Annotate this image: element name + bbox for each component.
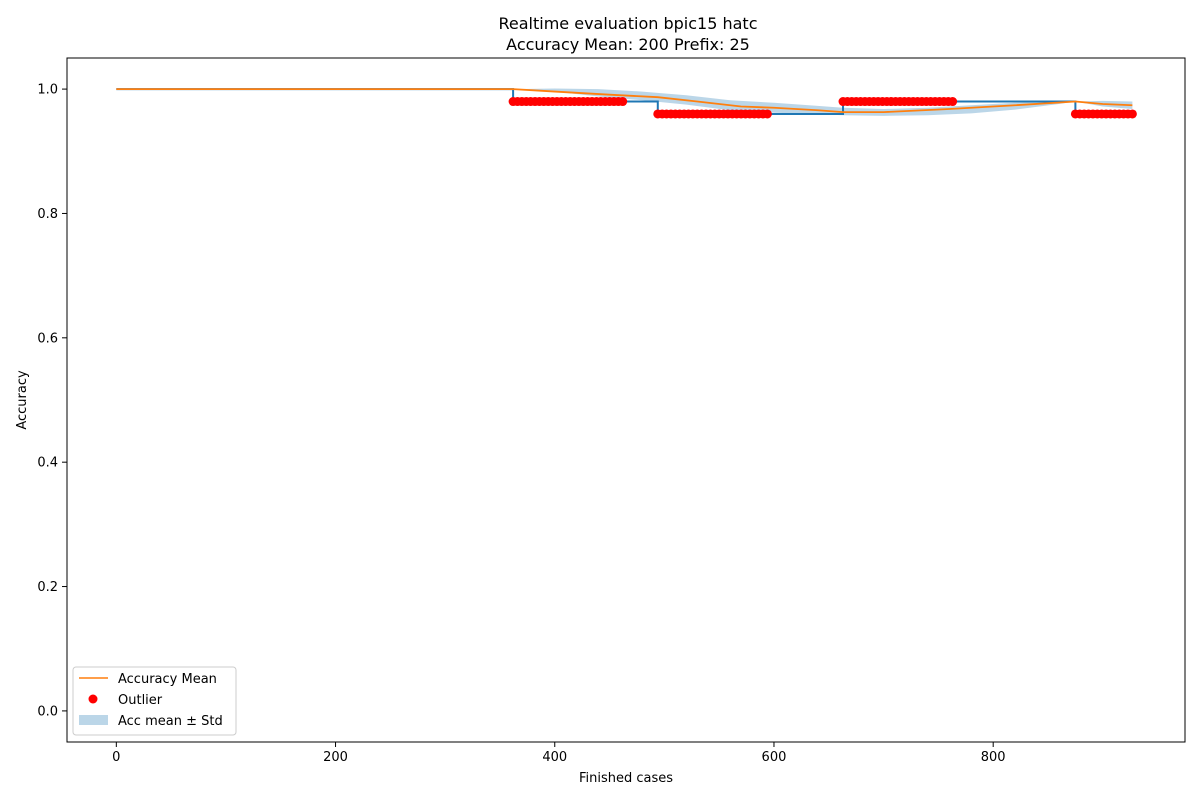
y-tick-label: 0.8	[37, 207, 58, 222]
x-axis-label: Finished cases	[579, 771, 673, 786]
y-tick-label: 0.0	[37, 704, 58, 719]
outlier-point	[618, 97, 628, 107]
x-tick-label: 800	[981, 750, 1006, 765]
plot-area	[116, 88, 1137, 119]
legend-outlier-swatch	[88, 694, 98, 704]
legend-mean-label: Accuracy Mean	[118, 672, 217, 687]
y-axis-label: Accuracy	[15, 370, 30, 430]
std-band	[116, 88, 1133, 116]
axis-ticks: 0 200 400 600 800 0.0 0.2 0.4 0.6 0.8 1.0	[37, 83, 1005, 765]
legend-outlier-label: Outlier	[118, 693, 163, 708]
outlier-point	[762, 109, 772, 119]
legend: Accuracy Mean Outlier Acc mean ± Std	[72, 666, 237, 736]
legend-std-swatch	[79, 715, 108, 725]
chart-title-line1: Realtime evaluation bpic15 hatc	[499, 14, 758, 33]
outlier-point	[1127, 109, 1137, 119]
y-tick-label: 0.4	[37, 456, 58, 471]
chart-title-line2: Accuracy Mean: 200 Prefix: 25	[506, 35, 750, 54]
legend-std-label: Acc mean ± Std	[118, 714, 223, 729]
y-tick-label: 0.2	[37, 580, 58, 595]
outlier-point	[948, 97, 958, 107]
legend-box	[72, 666, 237, 736]
x-tick-label: 400	[542, 750, 567, 765]
x-tick-label: 0	[112, 750, 120, 765]
y-tick-label: 1.0	[37, 83, 58, 98]
x-tick-label: 600	[762, 750, 787, 765]
accuracy-mean-line	[116, 88, 1133, 113]
axes-frame	[66, 57, 1186, 743]
x-tick-label: 200	[323, 750, 348, 765]
y-tick-label: 0.6	[37, 331, 58, 346]
